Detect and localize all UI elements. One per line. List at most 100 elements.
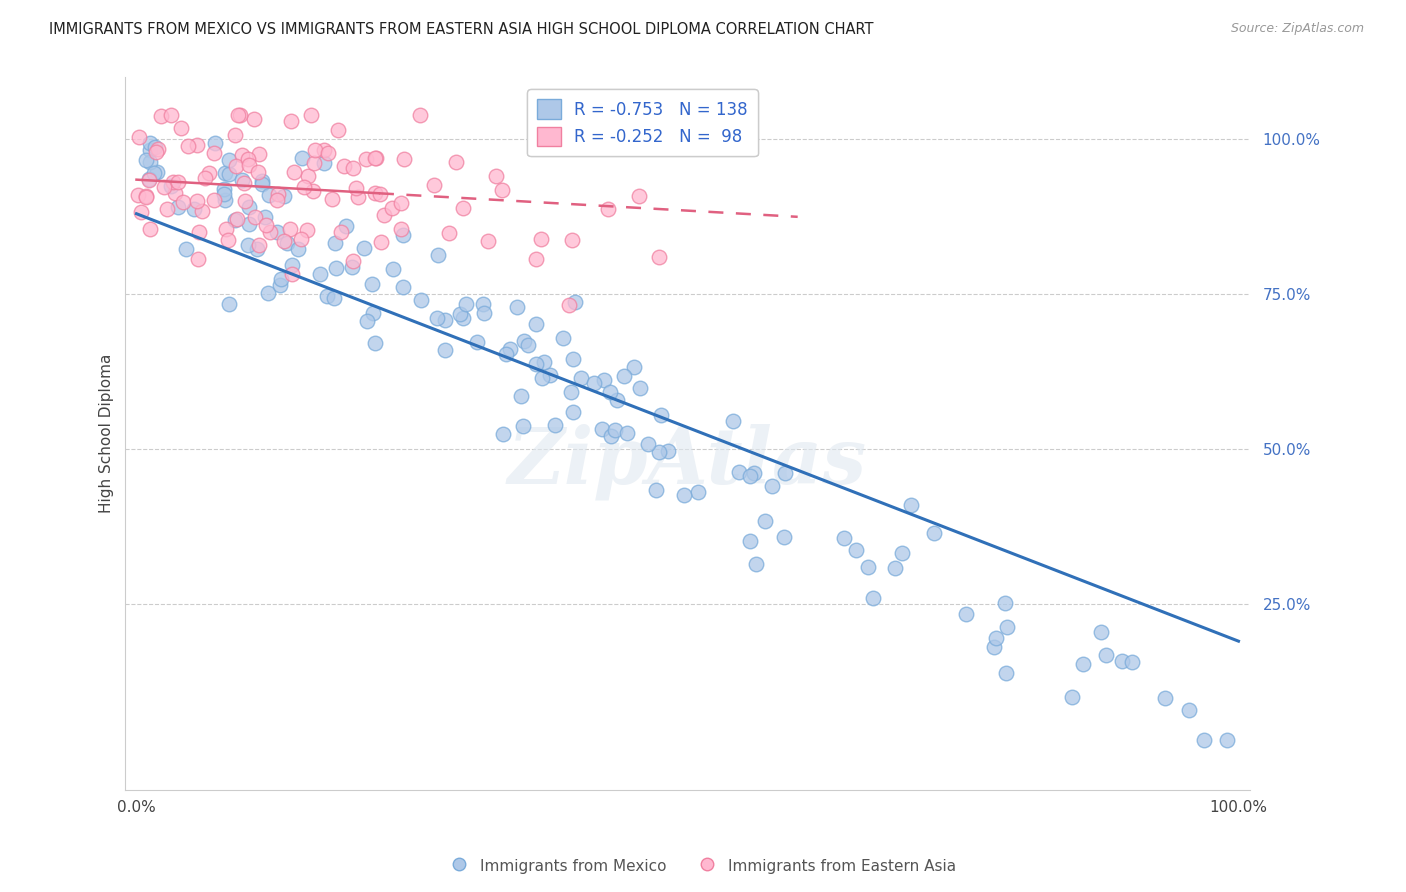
Point	[166, 200, 188, 214]
Point	[145, 145, 167, 160]
Point	[582, 376, 605, 391]
Point	[280, 114, 302, 128]
Point	[558, 298, 581, 312]
Point	[156, 202, 179, 216]
Point	[225, 159, 247, 173]
Point	[688, 485, 710, 500]
Point	[648, 444, 671, 458]
Point	[325, 235, 347, 250]
Point	[560, 385, 582, 400]
Point	[266, 193, 288, 207]
Point	[238, 152, 260, 166]
Point	[253, 211, 276, 225]
Point	[129, 205, 152, 219]
Point	[524, 252, 547, 266]
Point	[238, 217, 260, 231]
Point	[650, 409, 672, 423]
Point	[513, 334, 536, 348]
Point	[361, 277, 384, 291]
Point	[451, 311, 474, 326]
Point	[512, 419, 534, 434]
Point	[465, 334, 488, 349]
Point	[983, 640, 1005, 655]
Point	[472, 297, 495, 311]
Point	[562, 405, 585, 419]
Point	[312, 143, 335, 157]
Point	[139, 136, 162, 150]
Point	[754, 514, 776, 528]
Point	[238, 200, 260, 214]
Point	[294, 180, 316, 194]
Point	[335, 219, 357, 234]
Point	[139, 154, 162, 169]
Point	[744, 557, 766, 571]
Point	[146, 165, 169, 179]
Point	[598, 202, 620, 217]
Y-axis label: High School Diploma: High School Diploma	[100, 354, 114, 513]
Point	[153, 180, 176, 194]
Point	[309, 268, 332, 282]
Point	[250, 174, 273, 188]
Point	[599, 384, 621, 399]
Point	[1094, 648, 1116, 662]
Point	[623, 359, 645, 374]
Point	[280, 221, 302, 235]
Point	[170, 121, 193, 136]
Point	[740, 469, 762, 483]
Point	[266, 225, 288, 239]
Point	[236, 238, 259, 252]
Point	[273, 234, 295, 248]
Point	[204, 136, 226, 150]
Point	[330, 225, 353, 239]
Point	[648, 250, 671, 264]
Point	[392, 280, 415, 294]
Point	[135, 189, 157, 203]
Legend: R = -0.753   N = 138, R = -0.252   N =  98: R = -0.753 N = 138, R = -0.252 N = 98	[527, 89, 758, 156]
Point	[312, 155, 335, 169]
Point	[139, 221, 162, 235]
Point	[1216, 733, 1239, 747]
Point	[138, 172, 160, 186]
Point	[997, 620, 1019, 634]
Point	[342, 161, 364, 175]
Point	[1121, 656, 1143, 670]
Point	[472, 306, 495, 320]
Point	[212, 186, 235, 201]
Point	[143, 140, 166, 154]
Point	[742, 466, 765, 480]
Point	[135, 153, 157, 167]
Point	[1111, 655, 1133, 669]
Point	[451, 201, 474, 215]
Point	[287, 242, 309, 256]
Point	[321, 192, 343, 206]
Point	[900, 499, 922, 513]
Point	[492, 426, 515, 441]
Point	[215, 221, 238, 235]
Point	[1062, 690, 1084, 704]
Point	[389, 221, 412, 235]
Point	[616, 425, 638, 440]
Point	[276, 236, 298, 251]
Point	[127, 187, 149, 202]
Point	[1071, 657, 1094, 671]
Point	[543, 418, 565, 433]
Point	[328, 123, 350, 137]
Point	[247, 237, 270, 252]
Point	[423, 178, 446, 192]
Point	[593, 373, 616, 387]
Point	[495, 347, 517, 361]
Point	[599, 429, 621, 443]
Point	[346, 190, 368, 204]
Point	[257, 285, 280, 300]
Point	[740, 533, 762, 548]
Point	[627, 189, 650, 203]
Point	[162, 175, 184, 189]
Point	[364, 335, 387, 350]
Point	[509, 389, 531, 403]
Point	[214, 166, 236, 180]
Point	[434, 313, 457, 327]
Point	[773, 530, 796, 544]
Point	[1090, 625, 1112, 640]
Point	[204, 145, 226, 160]
Point	[392, 228, 415, 243]
